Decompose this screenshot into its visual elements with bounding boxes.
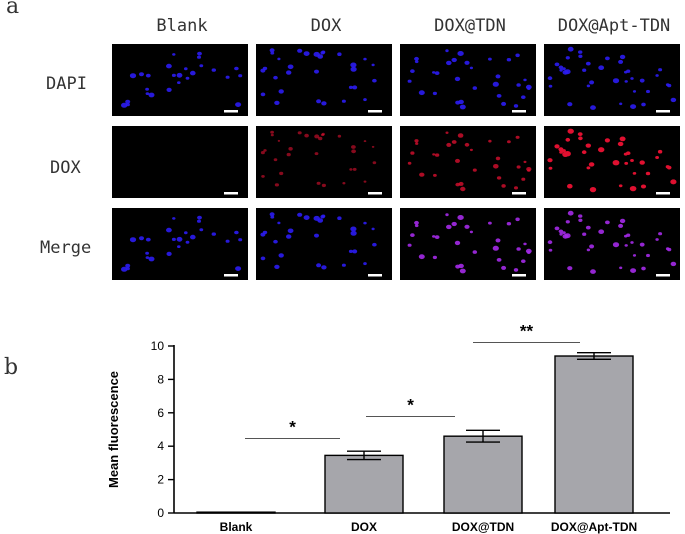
y-tick-label: 4 xyxy=(157,439,164,453)
panel-label-a: a xyxy=(6,0,20,19)
x-tick-label: DOX xyxy=(351,520,377,534)
y-axis-title: Mean fluorescence xyxy=(106,371,121,488)
micrograph-dox-3 xyxy=(400,126,536,198)
scale-bar xyxy=(368,274,382,277)
scale-bar xyxy=(224,274,238,277)
micrograph-merge-2 xyxy=(256,208,392,280)
scale-bar xyxy=(368,110,382,113)
significance-label: * xyxy=(407,396,414,415)
bar-4 xyxy=(554,355,634,514)
y-tick-label: 10 xyxy=(151,339,165,353)
significance-label: * xyxy=(289,418,296,437)
scale-bar xyxy=(368,192,382,195)
scale-bar xyxy=(656,192,670,195)
bar-2 xyxy=(324,454,404,514)
micrograph-dapi-4 xyxy=(544,44,680,116)
scale-bar xyxy=(656,110,670,113)
x-tick-label: Blank xyxy=(220,520,253,534)
column-header-dox-tdn: DOX@TDN xyxy=(434,16,506,36)
micrograph-dapi-1 xyxy=(112,44,248,116)
x-tick-label: DOX@Apt-TDN xyxy=(551,520,637,534)
micrograph-dapi-2 xyxy=(256,44,392,116)
y-tick-label: 0 xyxy=(157,506,164,520)
column-header-dox-apt-tdn: DOX@Apt-TDN xyxy=(557,16,671,36)
y-tick-label: 6 xyxy=(157,406,164,420)
column-header-blank: Blank xyxy=(156,16,208,36)
y-tick-label: 2 xyxy=(157,473,164,487)
micrograph-dox-4 xyxy=(544,126,680,198)
scale-bar xyxy=(512,110,526,113)
x-tick-label: DOX@TDN xyxy=(452,520,514,534)
scale-bar xyxy=(512,192,526,195)
micrograph-dox-2 xyxy=(256,126,392,198)
row-label-dapi: DAPI xyxy=(46,74,87,94)
scale-bar xyxy=(656,274,670,277)
scale-bar xyxy=(224,192,238,195)
scale-bar xyxy=(512,274,526,277)
column-header-dox: DOX xyxy=(310,16,342,36)
panel-label-b: b xyxy=(4,355,19,380)
micrograph-merge-1 xyxy=(112,208,248,280)
row-label-merge: Merge xyxy=(40,238,92,258)
scale-bar xyxy=(224,110,238,113)
micrograph-merge-3 xyxy=(400,208,536,280)
bar-1 xyxy=(196,511,276,514)
y-tick-label: 8 xyxy=(157,372,164,386)
bar-3 xyxy=(443,435,523,514)
significance-label: ** xyxy=(520,322,534,341)
micrograph-dapi-3 xyxy=(400,44,536,116)
micrograph-merge-4 xyxy=(544,208,680,280)
bar-chart: 0 2 4 6 8 10 Mean fluorescence Blank DOX DOX@TDN D… xyxy=(106,322,670,534)
micrograph-dox-1 xyxy=(112,126,248,198)
row-label-dox: DOX xyxy=(50,158,81,178)
